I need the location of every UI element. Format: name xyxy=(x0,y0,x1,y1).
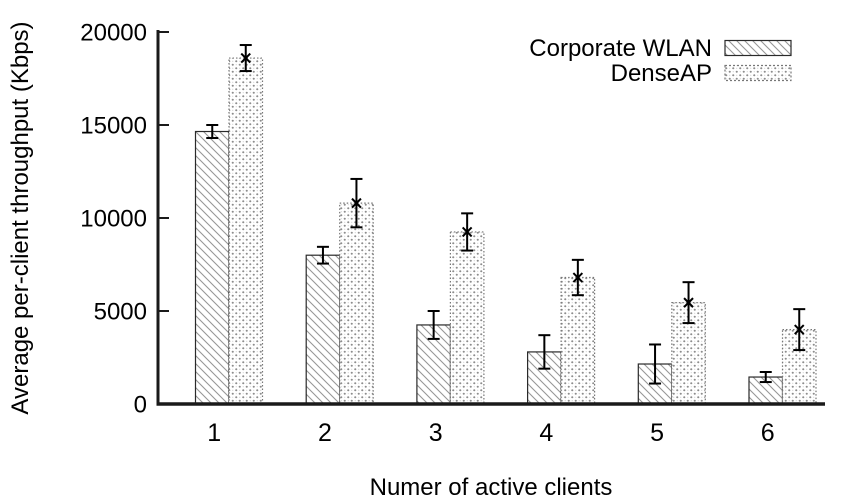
y-tick-label-20000: 20000 xyxy=(80,20,147,47)
x-axis-ticks: 1 2 3 4 5 6 xyxy=(207,419,774,447)
x-tick-label-6: 6 xyxy=(761,419,775,447)
y-axis-ticks: 0 5000 10000 15000 20000 xyxy=(80,20,169,419)
x-tick-label-2: 2 xyxy=(318,419,332,447)
x-tick-label-1: 1 xyxy=(207,419,221,447)
bar-corporate-wlan-2 xyxy=(305,254,341,405)
errorbar-corporate-wlan-4 xyxy=(538,334,551,370)
errorbar-corporate-wlan-6 xyxy=(759,371,772,384)
errorbar-corporate-wlan-5 xyxy=(649,343,662,385)
legend: Corporate WLAN DenseAP xyxy=(529,35,792,87)
bar-denseap-4 xyxy=(560,276,596,405)
bars-layer xyxy=(194,44,817,405)
y-tick-label-15000: 15000 xyxy=(80,113,147,140)
legend-swatch-denseap xyxy=(724,64,792,82)
legend-item-corporate-wlan: Corporate WLAN xyxy=(529,35,792,62)
x-marker-denseap-5 xyxy=(683,297,694,308)
x-marker-denseap-1 xyxy=(240,52,251,64)
errorbar-corporate-wlan-1 xyxy=(206,124,219,140)
y-tick-label-10000: 10000 xyxy=(80,206,147,233)
bar-denseap-3 xyxy=(449,231,485,405)
y-tick-label-5000: 5000 xyxy=(94,299,147,326)
errorbar-corporate-wlan-2 xyxy=(316,245,329,265)
legend-swatch-corporate-wlan xyxy=(724,39,792,57)
legend-item-denseap: DenseAP xyxy=(611,60,792,87)
y-axis-title: Average per-client throughput (Kbps) xyxy=(7,21,34,414)
bar-denseap-1 xyxy=(228,57,264,405)
x-marker-denseap-6 xyxy=(794,324,805,335)
x-marker-denseap-2 xyxy=(351,197,362,209)
x-tick-label-5: 5 xyxy=(650,419,664,447)
x-axis-title: Numer of active clients xyxy=(370,474,613,501)
axes xyxy=(156,30,825,406)
legend-label-corporate-wlan: Corporate WLAN xyxy=(529,35,712,62)
bar-denseap-2 xyxy=(339,202,374,405)
errorbar-corporate-wlan-3 xyxy=(427,310,440,340)
x-tick-label-4: 4 xyxy=(539,419,553,447)
bar-corporate-wlan-1 xyxy=(194,130,230,405)
legend-label-denseap: DenseAP xyxy=(611,60,712,87)
x-tick-label-3: 3 xyxy=(429,419,443,447)
x-marker-denseap-4 xyxy=(572,272,584,283)
x-marker-denseap-3 xyxy=(461,226,473,238)
y-tick-label-0: 0 xyxy=(134,392,147,419)
